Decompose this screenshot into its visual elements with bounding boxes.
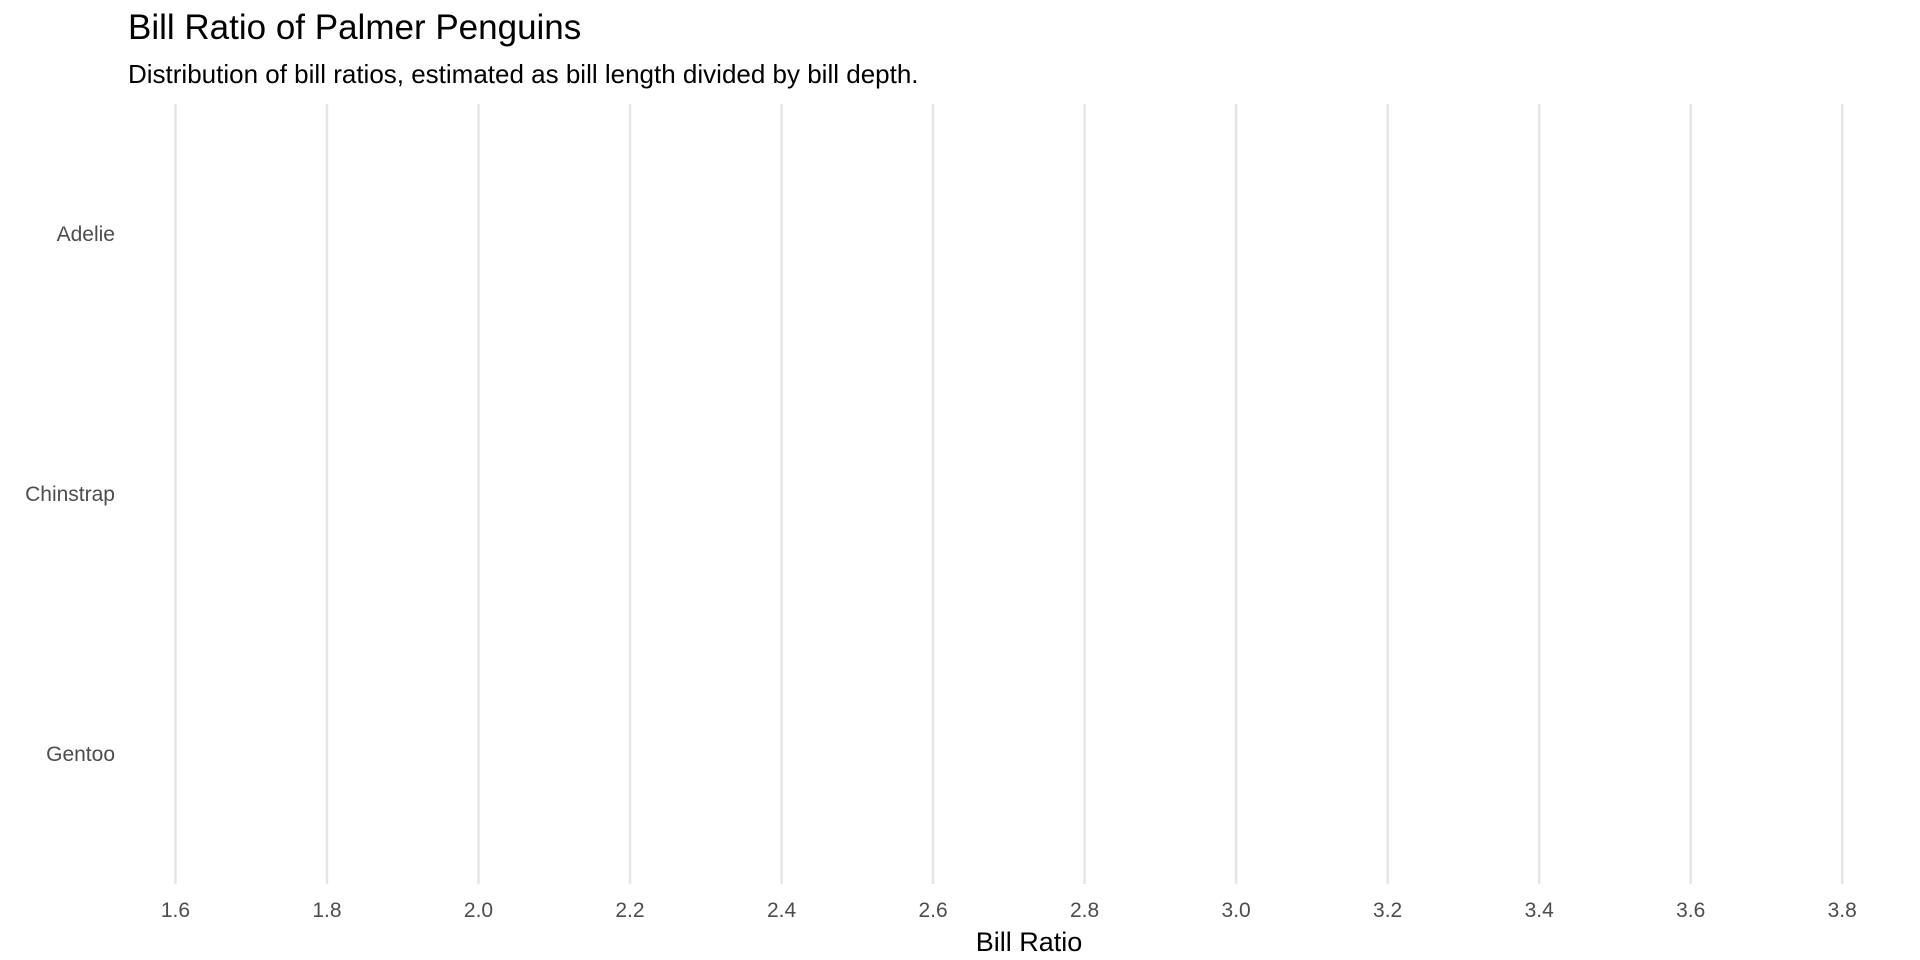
y-tick-label-chinstrap: Chinstrap bbox=[25, 483, 115, 506]
y-axis-tick-labels: Adelie Chinstrap Gentoo bbox=[25, 223, 115, 766]
y-tick-label-gentoo: Gentoo bbox=[46, 743, 115, 766]
x-tick-label: 3.2 bbox=[1373, 899, 1402, 922]
x-tick-label: 1.6 bbox=[161, 899, 190, 922]
x-tick-label: 2.6 bbox=[918, 899, 947, 922]
x-tick-label: 1.8 bbox=[312, 899, 341, 922]
chart-subtitle: Distribution of bill ratios, estimated a… bbox=[128, 59, 919, 89]
y-tick-label-adelie: Adelie bbox=[57, 223, 115, 246]
x-axis-tick-labels: 1.6 1.8 2.0 2.2 2.4 2.6 2.8 3.0 3.2 3.4 3.6 3.8 bbox=[161, 899, 1857, 922]
x-tick-label: 2.4 bbox=[767, 899, 797, 922]
gridlines bbox=[174, 104, 1844, 884]
chart-title: Bill Ratio of Palmer Penguins bbox=[128, 8, 582, 47]
x-axis-title: Bill Ratio bbox=[976, 927, 1083, 957]
x-tick-label: 2.0 bbox=[464, 899, 493, 922]
x-tick-label: 3.8 bbox=[1828, 899, 1857, 922]
x-tick-label: 3.4 bbox=[1525, 899, 1555, 922]
x-tick-label: 2.2 bbox=[615, 899, 644, 922]
x-tick-label: 3.6 bbox=[1676, 899, 1705, 922]
x-tick-label: 2.8 bbox=[1070, 899, 1099, 922]
x-tick-label: 3.0 bbox=[1222, 899, 1251, 922]
